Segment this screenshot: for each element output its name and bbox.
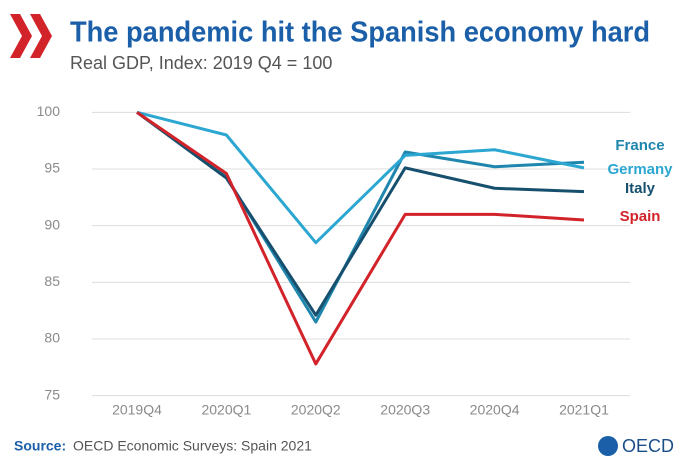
y-tick-label: 85 — [44, 273, 60, 289]
logo-chevron — [30, 14, 52, 58]
x-tick-label: 2020Q3 — [380, 402, 430, 418]
logo-text: OECD — [622, 436, 674, 456]
series-label: Spain — [620, 208, 661, 225]
x-tick-label: 2020Q1 — [201, 402, 251, 418]
series-line — [136, 111, 585, 317]
chart-title: The pandemic hit the Spanish economy har… — [70, 17, 650, 49]
chart-subtitle: Real GDP, Index: 2019 Q4 = 100 — [70, 53, 332, 73]
series-line — [136, 111, 585, 366]
series-label: Italy — [625, 180, 656, 197]
x-tick-label: 2020Q2 — [291, 402, 341, 418]
x-tick-label: 2019Q4 — [112, 402, 162, 418]
series-line — [136, 110, 585, 245]
logo-globe — [598, 436, 618, 456]
source-label: Source: — [14, 438, 66, 454]
series-label: France — [615, 137, 664, 154]
y-tick-label: 80 — [44, 330, 60, 346]
x-tick-label: 2021Q1 — [559, 402, 609, 418]
y-tick-label: 75 — [44, 386, 60, 402]
y-tick-label: 100 — [37, 103, 61, 119]
source: OECD Economic Surveys: Spain 2021 — [73, 438, 312, 454]
y-tick-label: 95 — [44, 160, 60, 176]
y-tick-label: 90 — [44, 216, 60, 232]
logo-chevron — [10, 14, 32, 58]
x-tick-label: 2020Q4 — [470, 402, 520, 418]
series-label: Germany — [607, 161, 673, 178]
